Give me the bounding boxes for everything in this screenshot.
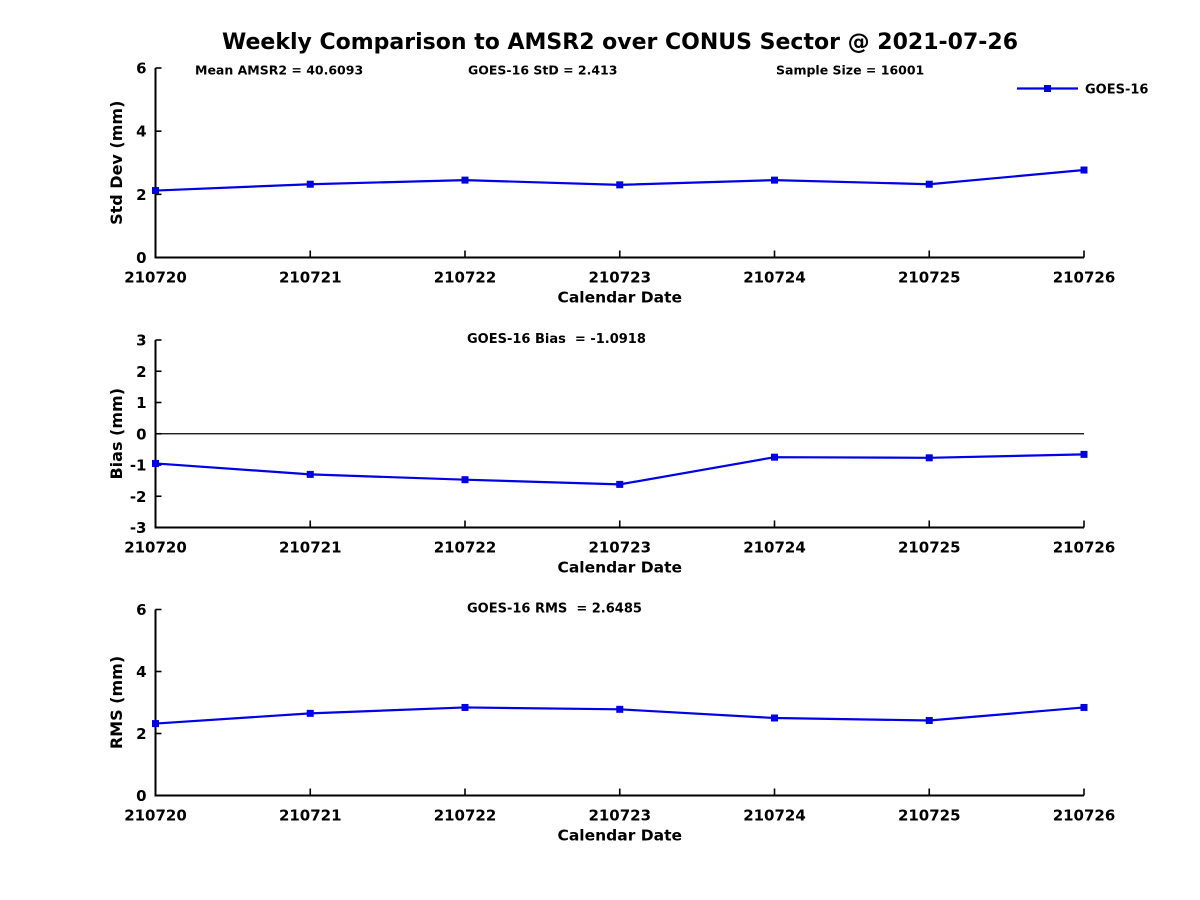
stat-annotation: GOES-16 StD = 2.413 <box>468 63 617 78</box>
x-tick-label: 210722 <box>434 807 497 825</box>
data-point-marker <box>306 470 314 478</box>
y-tick-label: -3 <box>130 519 147 537</box>
x-tick-label: 210725 <box>898 807 961 825</box>
x-tick-label: 210724 <box>743 269 806 287</box>
x-tick-label: 210726 <box>1053 807 1116 825</box>
data-point-marker <box>771 714 778 722</box>
x-tick-label: 210722 <box>434 269 497 287</box>
plot-bias: -3 -2 -1 0 1 2 3 210720 210721 210722 210723 210724… <box>107 332 1115 577</box>
x-tick-label: 210720 <box>124 807 187 825</box>
legend-label: GOES-16 <box>1085 83 1148 98</box>
x-tick-label: 210723 <box>588 807 651 825</box>
data-point-marker <box>771 453 778 461</box>
y-axis-label: Std Dev (mm) <box>107 101 126 225</box>
x-tick-label: 210723 <box>588 269 651 287</box>
y-tick-label: 6 <box>136 60 146 78</box>
x-tick-label: 210723 <box>588 539 651 557</box>
data-point-marker <box>1080 166 1088 174</box>
x-axis-label: Calendar Date <box>557 827 682 845</box>
y-tick-label: 2 <box>136 186 146 204</box>
x-axis-label: Calendar Date <box>557 289 682 307</box>
axes-spines <box>154 68 1084 259</box>
stat-annotation: Sample Size = 16001 <box>776 63 924 78</box>
axes-spines <box>154 609 1084 797</box>
stat-annotation: Mean AMSR2 = 40.6093 <box>195 63 363 78</box>
data-point-marker <box>152 459 159 467</box>
x-tick-label: 210726 <box>1053 269 1116 287</box>
y-tick-label: 0 <box>136 787 146 805</box>
data-point-marker <box>306 180 314 188</box>
legend: GOES-16 <box>1017 83 1148 98</box>
data-point-marker <box>616 705 624 713</box>
plot-rms: 0 2 4 6 210720 210721 210722 210723 210724 210725… <box>107 601 1115 845</box>
data-point-marker <box>461 476 469 484</box>
y-tick-label: 0 <box>136 249 146 267</box>
subplot-title: GOES-16 Bias = -1.0918 <box>467 332 646 347</box>
y-tick-label: -1 <box>130 457 147 475</box>
y-tick-label: 4 <box>136 123 146 141</box>
legend-marker-icon <box>1044 85 1051 92</box>
data-point-marker <box>1080 703 1088 711</box>
data-point-marker <box>771 176 778 184</box>
x-tick-label: 210725 <box>898 269 961 287</box>
plot-std-dev: 0 2 4 6 210720 210721 210722 210723 210724 210725… <box>107 60 1148 307</box>
data-point-marker <box>925 454 933 462</box>
data-point-marker <box>616 181 624 189</box>
x-axis-label: Calendar Date <box>557 559 682 577</box>
x-tick-label: 210725 <box>898 539 961 557</box>
x-tick-label: 210726 <box>1053 539 1116 557</box>
x-tick-label: 210724 <box>743 539 806 557</box>
y-tick-label: 6 <box>136 601 146 619</box>
data-point-marker <box>616 480 624 488</box>
data-point-marker <box>461 703 469 711</box>
x-tick-label: 210721 <box>279 539 342 557</box>
y-axis-label: Bias (mm) <box>107 388 126 480</box>
y-tick-label: 2 <box>136 725 146 743</box>
subplot-title: GOES-16 RMS = 2.6485 <box>467 602 642 617</box>
x-tick-label: 210720 <box>124 269 187 287</box>
y-tick-label: 3 <box>136 332 146 350</box>
y-axis-label: RMS (mm) <box>107 656 126 749</box>
x-tick-label: 210721 <box>279 807 342 825</box>
x-tick-label: 210722 <box>434 539 497 557</box>
data-point-marker <box>152 720 159 728</box>
data-point-marker <box>461 176 469 184</box>
data-point-marker <box>1080 450 1088 458</box>
series-line <box>155 453 1085 486</box>
y-tick-label: -2 <box>130 488 147 506</box>
x-tick-label: 210720 <box>124 539 187 557</box>
y-tick-label: 1 <box>136 394 146 412</box>
data-point-marker <box>306 709 314 717</box>
data-point-marker <box>152 187 159 195</box>
x-tick-label: 210724 <box>743 807 806 825</box>
y-tick-label: 0 <box>136 425 146 443</box>
data-point-marker <box>925 716 933 724</box>
y-tick-label: 2 <box>136 363 146 381</box>
figure-title: Weekly Comparison to AMSR2 over CONUS Se… <box>222 30 1018 55</box>
y-tick-label: 4 <box>136 663 146 681</box>
x-tick-label: 210721 <box>279 269 342 287</box>
data-point-marker <box>925 180 933 188</box>
